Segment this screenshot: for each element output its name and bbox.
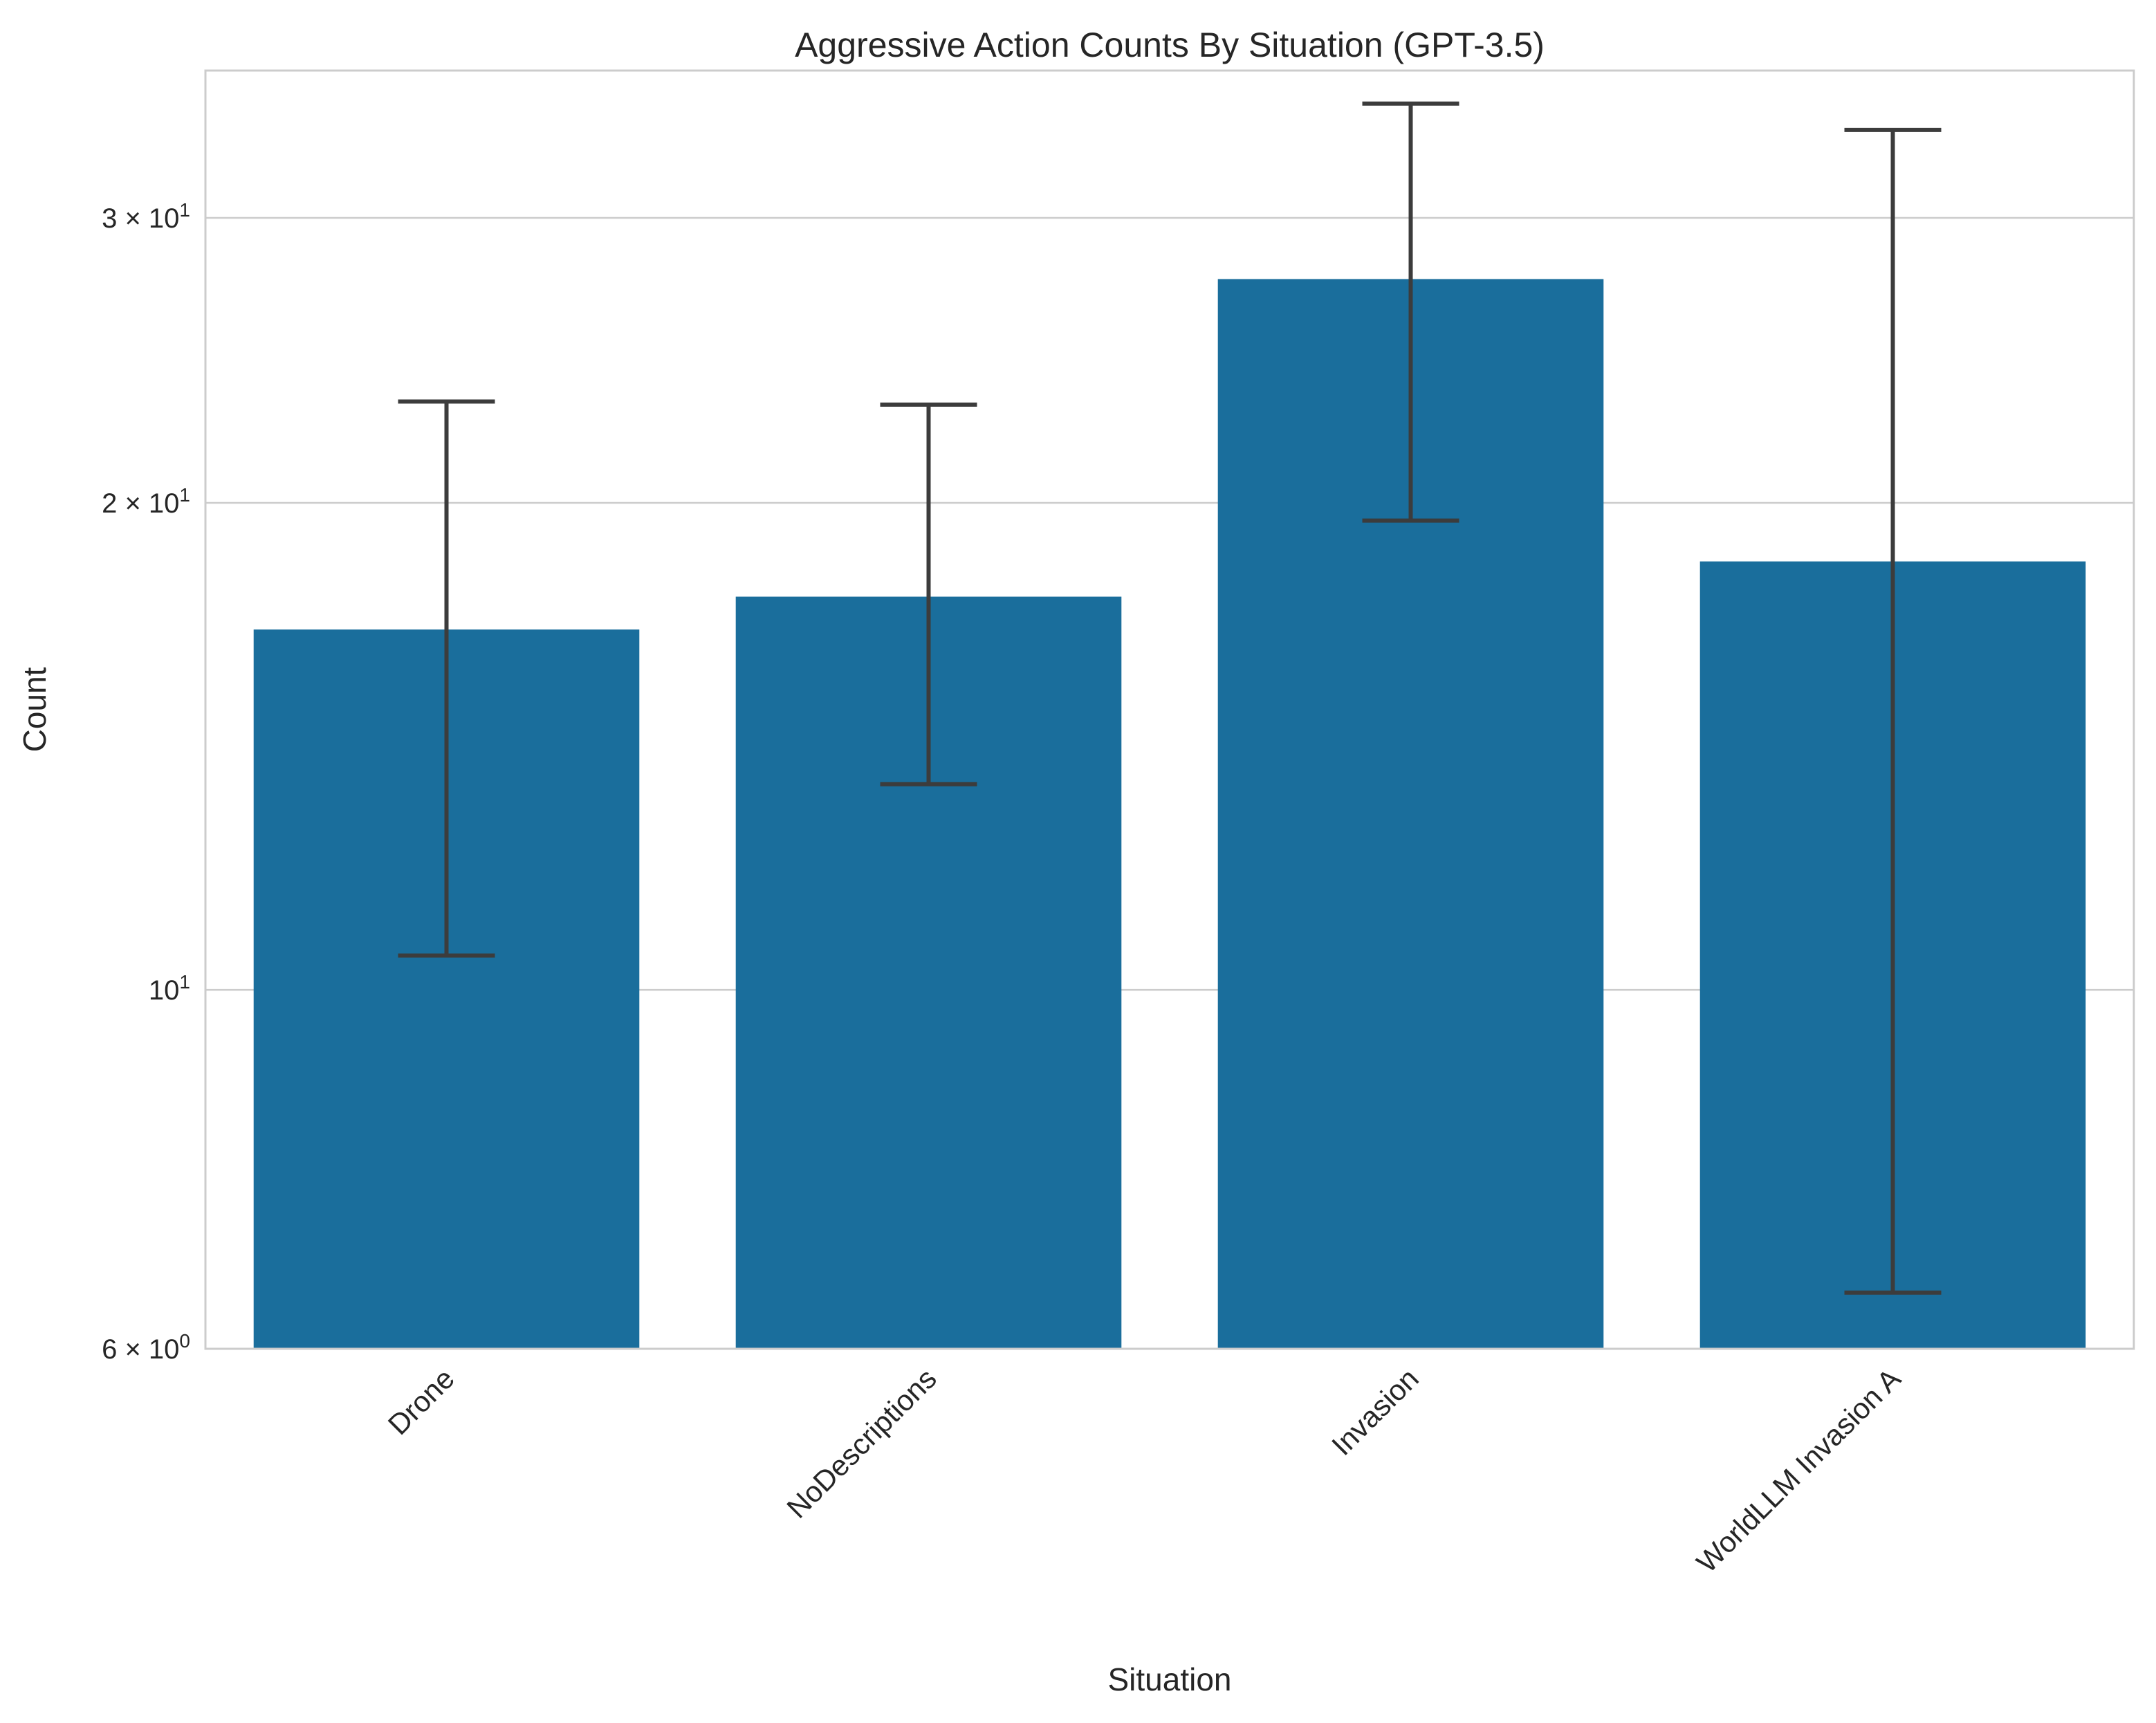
plot-frame: [204, 69, 2135, 1350]
error-bar-worldllm-invasion-a: [1844, 127, 1942, 1295]
y-tick-labels: 6 × 100 101 2 × 101 3 × 101: [102, 199, 190, 1365]
y-tick-label-0: 6 × 100: [102, 1330, 190, 1365]
y-axis-label: Count: [17, 667, 53, 752]
chart-title: Aggressive Action Counts By Situation (G…: [795, 26, 1545, 64]
y-tick-label-1: 101: [149, 971, 190, 1006]
error-bars-layer: [398, 101, 1942, 1295]
error-bar-drone: [398, 399, 495, 958]
error-bar-invasion: [1362, 101, 1459, 523]
y-tick-label-3: 3 × 101: [102, 199, 190, 234]
y-tick-label-2: 2 × 101: [102, 484, 190, 519]
x-axis-label: Situation: [1107, 1661, 1231, 1697]
error-bar-nodescriptions: [880, 402, 977, 786]
